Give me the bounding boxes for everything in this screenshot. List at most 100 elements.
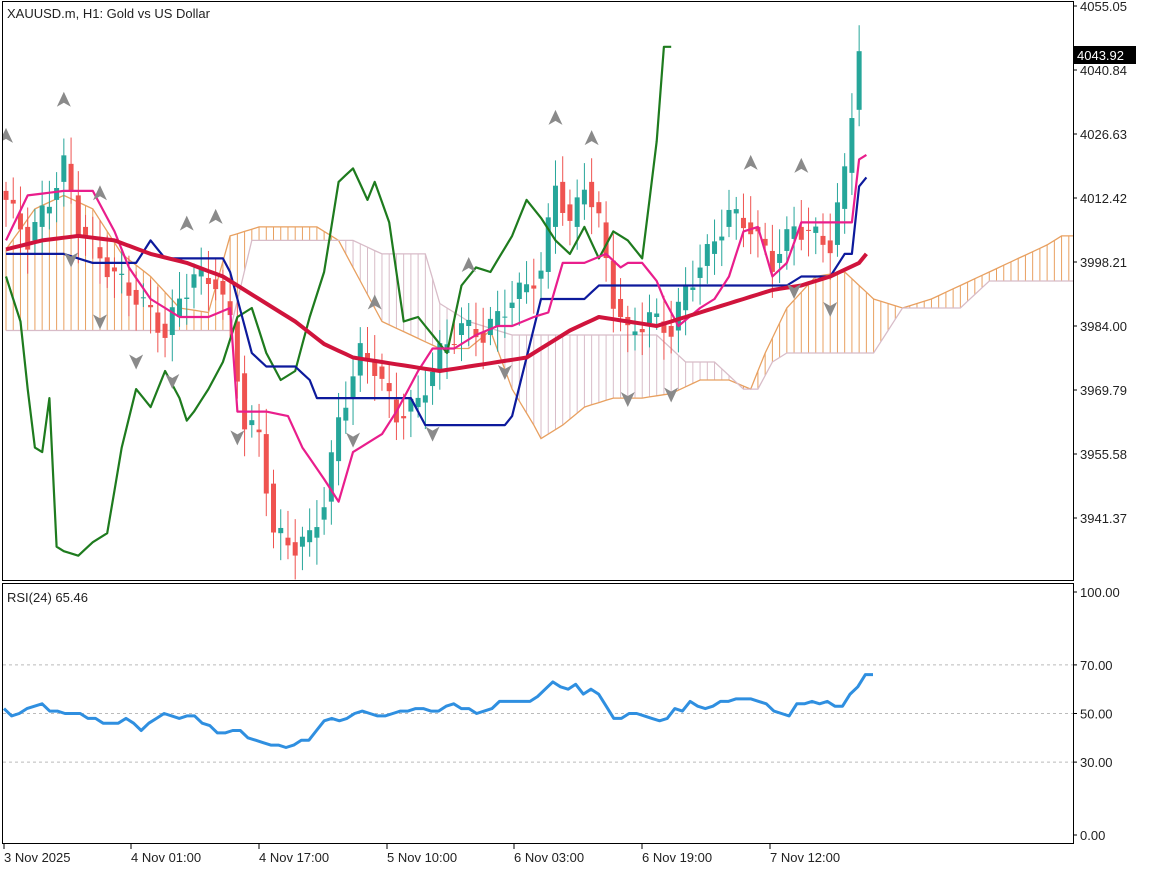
fractal-down-arrow [497,365,512,381]
candle-body [220,280,226,295]
candle-body [451,344,457,346]
fractals [3,91,838,448]
candle-body [61,155,67,182]
candle-body [83,226,89,239]
candle-body [820,235,826,245]
candle-body [618,298,624,318]
candle-body [162,323,168,338]
price-tick-label: 4012.42 [1080,191,1127,206]
candle-body [574,197,580,227]
candle-body [690,287,696,290]
candle-body [133,289,139,305]
candle-body [712,241,718,254]
candle-body [567,204,573,221]
candle-body [538,270,544,279]
price-tick-label: 3984.00 [1080,319,1127,334]
candle-body [784,229,790,251]
time-tick-label: 7 Nov 12:00 [770,850,840,865]
candle-body [856,51,862,110]
candle-body [111,267,117,272]
candle-body [733,209,739,214]
time-tick-label: 5 Nov 10:00 [387,850,457,865]
current-price-label: 4043.92 [1077,48,1124,63]
price-pane-frame [2,1,1074,581]
candle-body [675,301,681,331]
rsi-tick-label: 50.00 [1080,707,1113,722]
candle-body [545,217,551,272]
rsi-line-layer [2,673,873,749]
candle-body [430,371,436,387]
candle-body [169,307,175,336]
candle-body [415,397,421,408]
fractal-down-arrow [346,432,361,448]
current-price-tag-bg [1074,46,1136,64]
rsi-axis[interactable]: 100.00 70.00 50.00 30.00 0.00 [1073,585,1120,843]
price-tick-label: 4055.05 [1080,0,1127,14]
candle-body [762,238,768,246]
candle-body [777,253,783,263]
candle-body [3,190,9,200]
candle-body [791,226,797,239]
candle-body [155,312,161,333]
price-pane[interactable]: XAUUSD.m, H1: Gold vs US Dollar 4055.05 4… [0,0,1136,610]
fractal-up-arrow [584,130,599,146]
time-tick-label: 6 Nov 19:00 [642,850,712,865]
fractal-down-arrow [92,314,107,330]
fractal-up-arrow [794,157,809,173]
time-tick-label: 4 Nov 01:00 [131,850,201,865]
candle-body [849,118,855,173]
candle-body [39,205,45,227]
fractal-down-arrow [165,374,180,390]
chart-title: XAUUSD.m, H1: Gold vs US Dollar [7,6,211,21]
candle-body [726,209,732,227]
candle-body [422,395,428,403]
candle-body [177,298,183,317]
price-tick-label: 4040.84 [1080,63,1127,78]
fractal-down-arrow [620,392,635,408]
candle-body [589,181,595,208]
time-tick-label: 6 Nov 03:00 [514,850,584,865]
candle-body [806,229,812,231]
chikou-span-line [4,45,672,557]
candle-body [148,304,154,308]
candle-body [531,285,537,289]
fractal-up-arrow [179,215,194,231]
candle-body [234,321,240,382]
candle-body [75,195,81,237]
candle-body [97,247,103,259]
candle-body [17,213,23,230]
rsi-pane[interactable]: RSI(24) 65.46 100.00 70.00 50.00 30.00 0.00 [2,583,1120,844]
candle-body [509,302,515,308]
candle-body [495,311,501,326]
fractal-up-arrow [208,208,223,224]
candle-body [596,202,602,214]
candle-body [480,332,486,343]
candle-body [256,429,262,433]
candle-body [516,282,522,299]
price-tick-label: 3998.21 [1080,255,1127,270]
candle-body [834,202,840,245]
time-tick-label: 3 Nov 2025 [4,850,71,865]
fractal-down-arrow [425,426,440,442]
fractal-up-arrow [56,91,71,107]
candle-body [10,199,16,204]
candle-body [654,313,660,317]
candle-body [321,507,327,520]
candle-body [798,226,804,240]
price-tick-label: 3941.37 [1080,511,1127,526]
price-tick-label: 3969.79 [1080,383,1127,398]
candle-body [46,206,52,214]
candle-body [827,240,833,254]
fractal-down-arrow [664,387,679,403]
candle-body [285,537,291,546]
price-axis[interactable]: 4055.05 4040.84 4026.63 4012.42 3998.21 3984.… [1073,0,1127,526]
candle-body [198,268,204,277]
candle-body [343,407,349,421]
time-axis[interactable]: 3 Nov 2025 4 Nov 01:00 4 Nov 17:00 5 Nov 10… [3,844,840,865]
candle-body [184,297,190,299]
candle-body [502,316,508,318]
current-price-tag: 4043.92 [1074,46,1136,64]
candle-body [328,452,334,502]
moving-average-line [5,233,868,373]
